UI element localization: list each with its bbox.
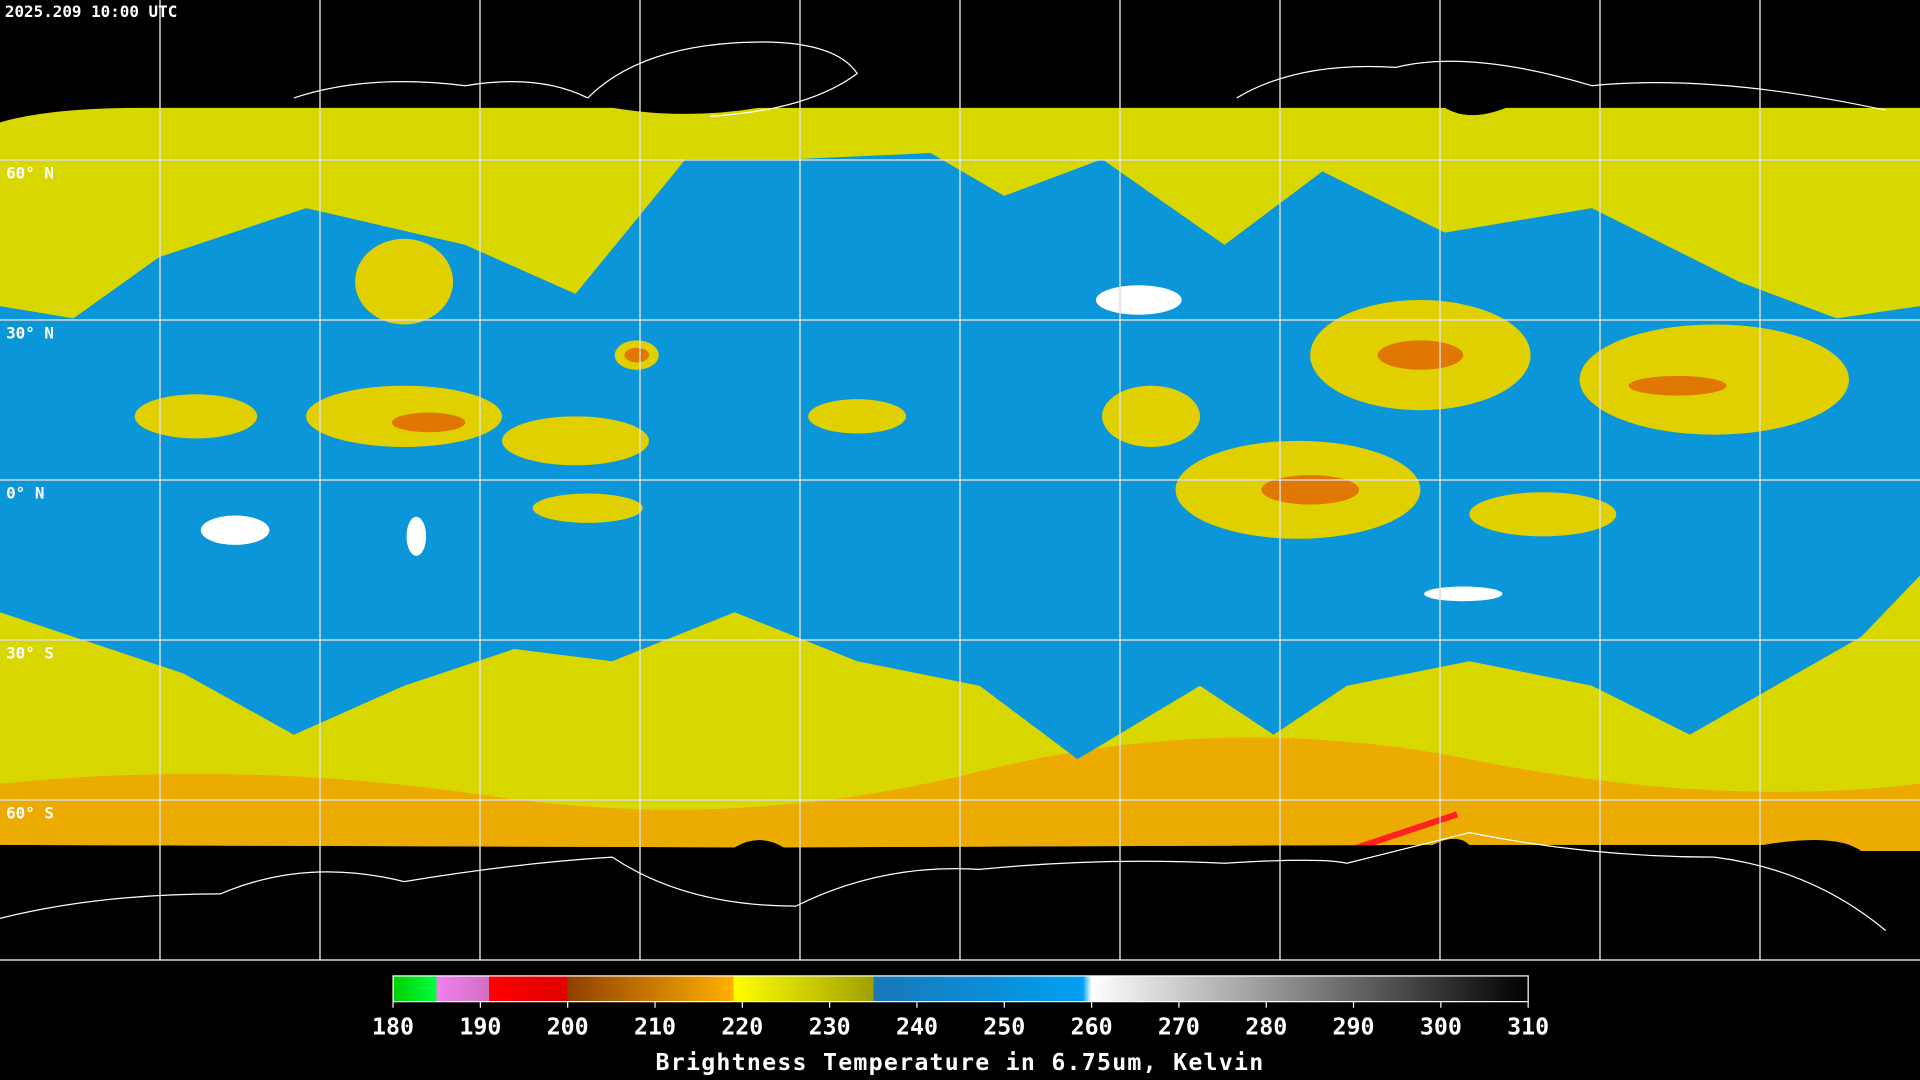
latitude-label: 30° N bbox=[6, 323, 54, 342]
coastlines bbox=[0, 41, 1887, 932]
graticule bbox=[0, 0, 1920, 961]
colorbar-tick-label: 250 bbox=[983, 1014, 1025, 1041]
colorbar-tick-label: 200 bbox=[547, 1014, 589, 1041]
colorbar: 180 190 200 210 220 230 240 250 260 270 280 290 300 3… bbox=[372, 975, 1549, 1041]
colorbar-tick-label: 270 bbox=[1158, 1014, 1200, 1041]
colorbar-tick-label: 310 bbox=[1507, 1014, 1549, 1041]
colorbar-title: Brightness Temperature in 6.75um, Kelvin bbox=[656, 1049, 1265, 1076]
colorbar-tick-label: 240 bbox=[896, 1014, 938, 1041]
colorbar-bar bbox=[392, 975, 1529, 1003]
colorbar-tick-label: 280 bbox=[1245, 1014, 1287, 1041]
colorbar-tick-label: 180 bbox=[372, 1014, 414, 1041]
latitude-label: 30° S bbox=[6, 643, 54, 662]
colorbar-tick-label: 220 bbox=[721, 1014, 763, 1041]
latitude-label: 60° N bbox=[6, 163, 54, 182]
colorbar-tick-label: 290 bbox=[1333, 1014, 1375, 1041]
colorbar-tick-label: 260 bbox=[1071, 1014, 1113, 1041]
latitude-label: 60° S bbox=[6, 803, 54, 822]
colorbar-tick-label: 300 bbox=[1420, 1014, 1462, 1041]
colorbar-tick-label: 210 bbox=[634, 1014, 676, 1041]
colorbar-tick-label: 190 bbox=[459, 1014, 501, 1041]
colorbar-tick-label: 230 bbox=[809, 1014, 851, 1041]
latitude-label: 0° N bbox=[6, 483, 44, 502]
timestamp: 2025.209 10:00 UTC bbox=[5, 2, 177, 21]
latitude-labels: 60° N 30° N 0° N 30° S 60° S bbox=[6, 163, 54, 822]
